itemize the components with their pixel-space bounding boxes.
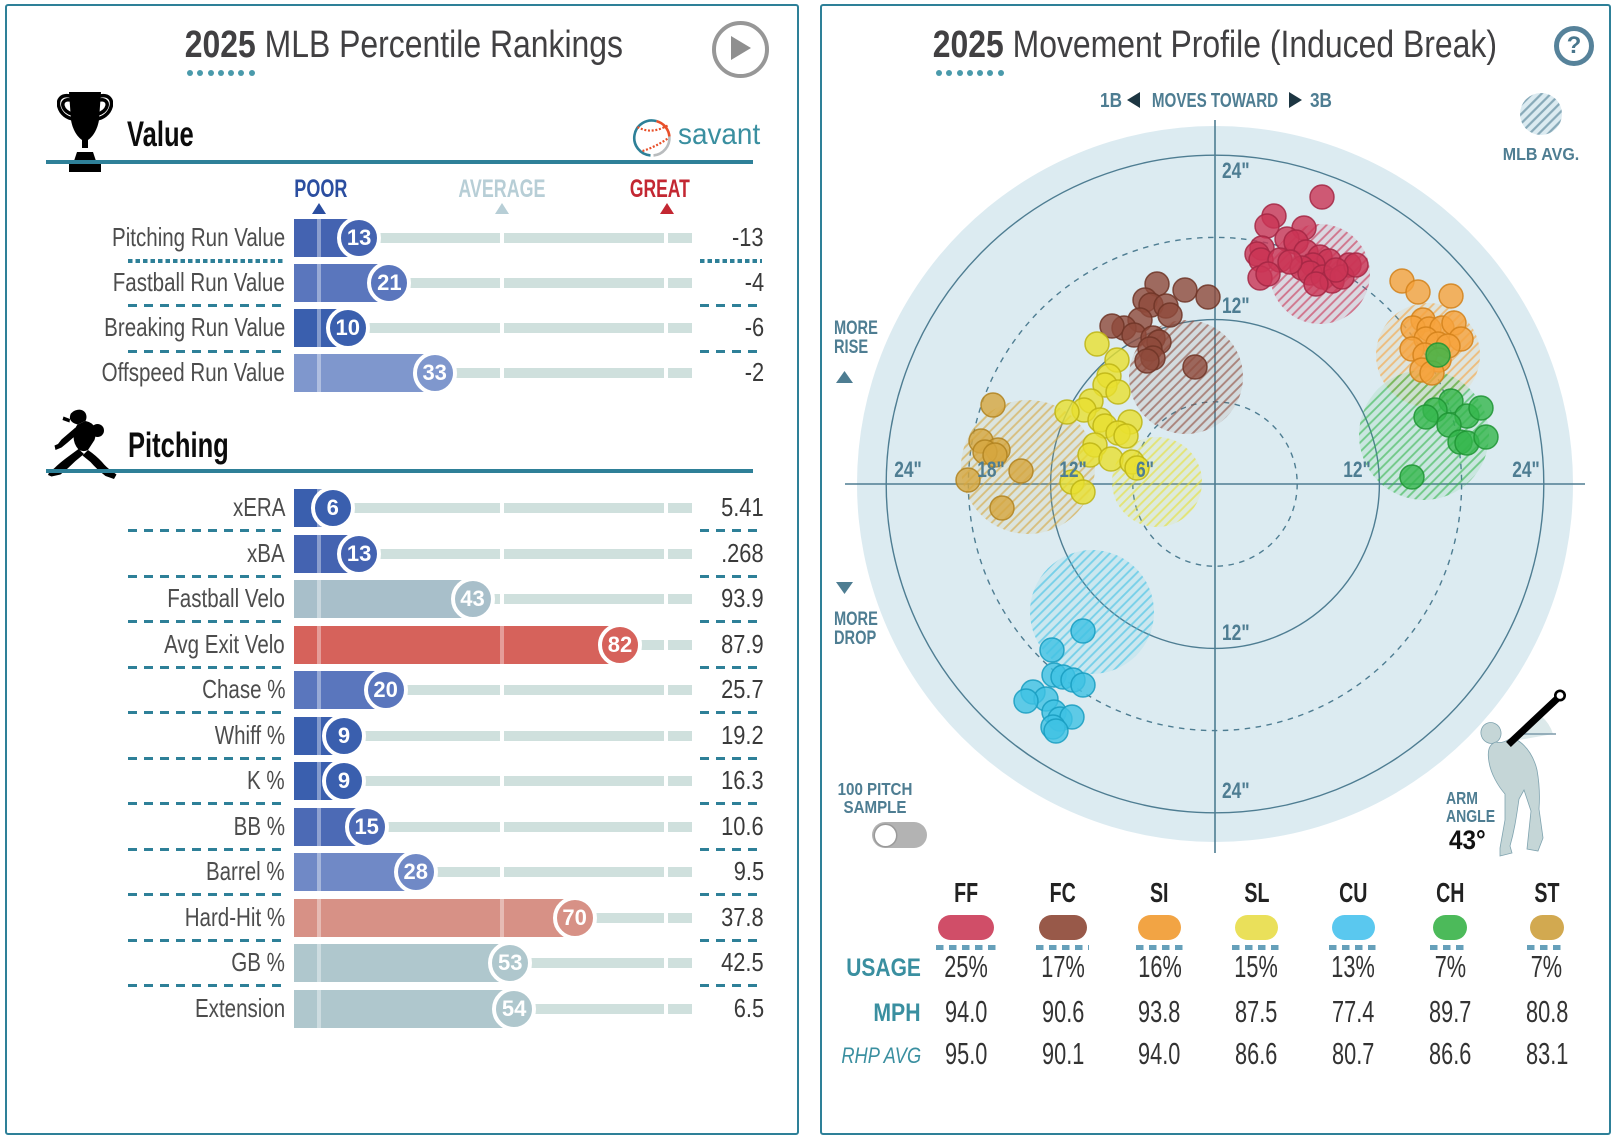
svg-text:MOVES TOWARD: MOVES TOWARD [1152, 89, 1278, 112]
svg-text:ANGLE: ANGLE [1446, 806, 1495, 826]
svg-text:MORE: MORE [834, 317, 878, 338]
svg-text:24": 24" [1222, 159, 1250, 183]
svg-text:6": 6" [1136, 458, 1154, 482]
svg-text:DROP: DROP [834, 627, 876, 648]
svg-text:24": 24" [1222, 779, 1250, 803]
svg-text:24": 24" [894, 458, 922, 482]
svg-text:SAMPLE: SAMPLE [844, 797, 907, 818]
svg-text:12": 12" [1222, 621, 1250, 645]
svg-text:12": 12" [1059, 458, 1087, 482]
svg-text:1B: 1B [1100, 89, 1122, 112]
svg-text:MORE: MORE [834, 608, 878, 629]
svg-text:RISE: RISE [834, 336, 868, 357]
svg-text:43°: 43° [1449, 826, 1486, 855]
svg-text:18": 18" [977, 458, 1005, 482]
svg-text:12": 12" [1343, 458, 1371, 482]
svg-text:MLB AVG.: MLB AVG. [1503, 144, 1579, 164]
svg-text:ARM: ARM [1446, 788, 1478, 808]
svg-text:100 PITCH: 100 PITCH [838, 779, 913, 800]
svg-text:24": 24" [1512, 458, 1540, 482]
svg-text:12": 12" [1222, 294, 1250, 318]
svg-text:3B: 3B [1310, 89, 1332, 112]
